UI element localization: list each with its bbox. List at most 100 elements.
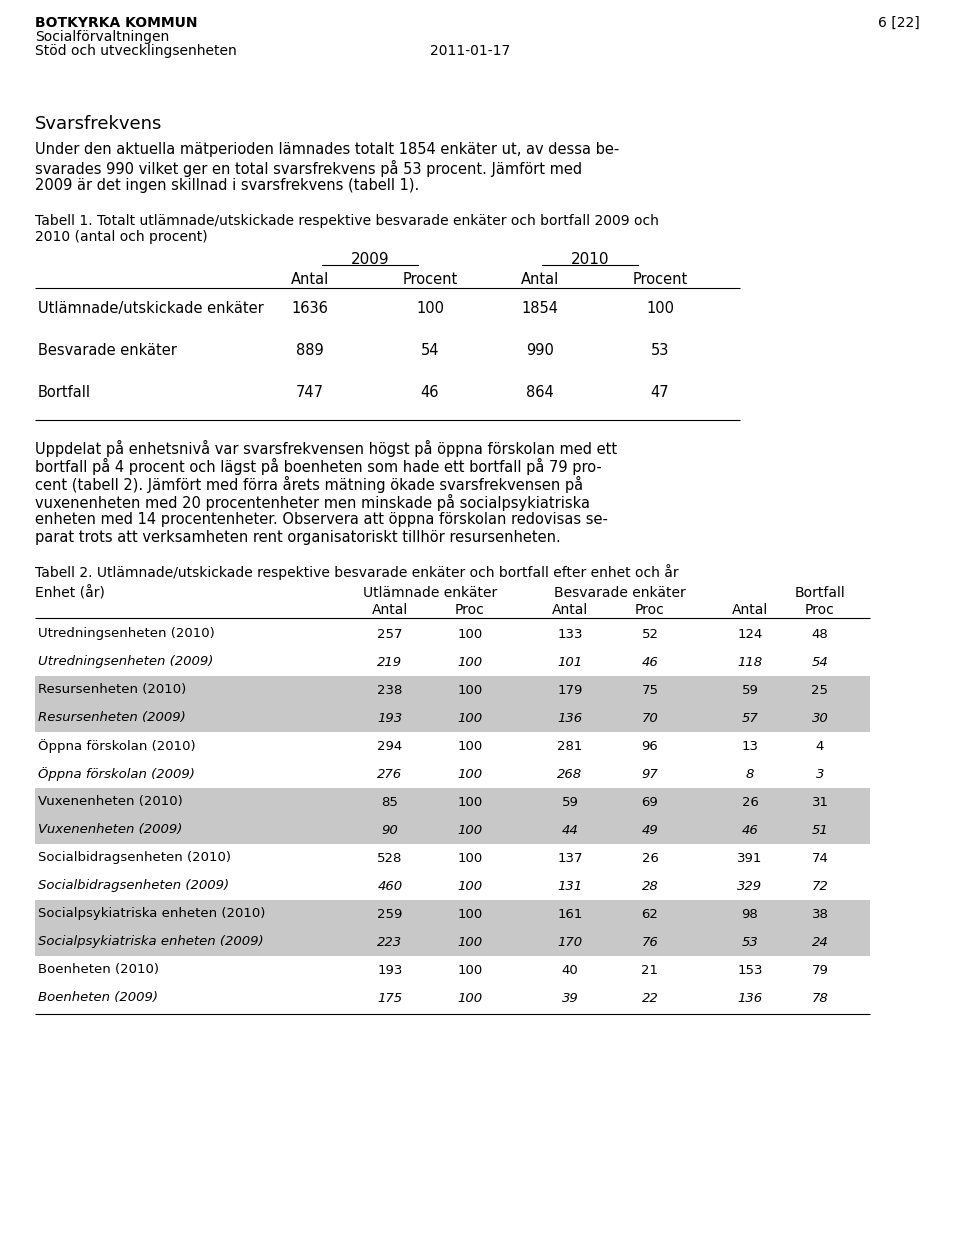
Text: 52: 52 xyxy=(641,627,659,641)
Text: Bortfall: Bortfall xyxy=(795,585,846,600)
Text: 53: 53 xyxy=(651,343,669,358)
Text: Utredningsenheten (2010): Utredningsenheten (2010) xyxy=(38,627,215,641)
Text: 2010 (antal och procent): 2010 (antal och procent) xyxy=(35,230,207,245)
Text: 223: 223 xyxy=(377,935,402,948)
Bar xyxy=(35,676,870,704)
Text: enheten med 14 procentenheter. Observera att öppna förskolan redovisas se-: enheten med 14 procentenheter. Observera… xyxy=(35,513,608,527)
Text: Boenheten (2009): Boenheten (2009) xyxy=(38,992,158,1004)
Text: 6 [22]: 6 [22] xyxy=(878,16,920,30)
Text: 391: 391 xyxy=(737,851,762,864)
Text: 49: 49 xyxy=(641,824,659,836)
Text: 329: 329 xyxy=(737,879,762,893)
Text: 100: 100 xyxy=(646,301,674,316)
Text: Svarsfrekvens: Svarsfrekvens xyxy=(35,115,162,133)
Text: 257: 257 xyxy=(377,627,403,641)
Text: 990: 990 xyxy=(526,343,554,358)
Text: 44: 44 xyxy=(562,824,578,836)
Text: Utlämnade/utskickade enkäter: Utlämnade/utskickade enkäter xyxy=(38,301,264,316)
Text: 75: 75 xyxy=(641,683,659,697)
Text: 1636: 1636 xyxy=(292,301,328,316)
Text: 170: 170 xyxy=(558,935,583,948)
Text: Besvarade enkäter: Besvarade enkäter xyxy=(554,585,685,600)
Text: 281: 281 xyxy=(558,740,583,752)
Text: 118: 118 xyxy=(737,656,762,668)
Text: 46: 46 xyxy=(742,824,758,836)
Text: Procent: Procent xyxy=(633,272,687,287)
Text: 2009 är det ingen skillnad i svarsfrekvens (tabell 1).: 2009 är det ingen skillnad i svarsfrekve… xyxy=(35,178,420,193)
Text: 8: 8 xyxy=(746,767,755,781)
Text: 26: 26 xyxy=(641,851,659,864)
Text: 124: 124 xyxy=(737,627,762,641)
Text: 100: 100 xyxy=(457,935,483,948)
Bar xyxy=(35,816,870,844)
Text: 24: 24 xyxy=(811,935,828,948)
Text: Socialbidragsenheten (2010): Socialbidragsenheten (2010) xyxy=(38,851,231,864)
Text: Enhet (år): Enhet (år) xyxy=(35,585,105,600)
Text: 137: 137 xyxy=(557,851,583,864)
Text: 889: 889 xyxy=(296,343,324,358)
Text: Socialpsykiatriska enheten (2009): Socialpsykiatriska enheten (2009) xyxy=(38,935,264,948)
Text: 864: 864 xyxy=(526,385,554,400)
Bar xyxy=(35,900,870,927)
Text: 85: 85 xyxy=(381,795,398,809)
Text: 46: 46 xyxy=(420,385,440,400)
Text: Under den aktuella mätperioden lämnades totalt 1854 enkäter ut, av dessa be-: Under den aktuella mätperioden lämnades … xyxy=(35,142,619,157)
Text: Proc: Proc xyxy=(805,603,835,618)
Text: 179: 179 xyxy=(558,683,583,697)
Text: 59: 59 xyxy=(562,795,579,809)
Text: 100: 100 xyxy=(457,992,483,1004)
Text: cent (tabell 2). Jämfört med förra årets mätning ökade svarsfrekvensen på: cent (tabell 2). Jämfört med förra årets… xyxy=(35,475,583,493)
Text: 2011-01-17: 2011-01-17 xyxy=(430,44,511,58)
Text: 54: 54 xyxy=(420,343,440,358)
Text: Proc: Proc xyxy=(636,603,665,618)
Text: 747: 747 xyxy=(296,385,324,400)
Text: 54: 54 xyxy=(811,656,828,668)
Bar xyxy=(35,704,870,732)
Text: 100: 100 xyxy=(457,627,483,641)
Text: Antal: Antal xyxy=(552,603,588,618)
Text: 100: 100 xyxy=(457,795,483,809)
Text: 76: 76 xyxy=(641,935,659,948)
Text: 528: 528 xyxy=(377,851,402,864)
Text: 100: 100 xyxy=(457,656,483,668)
Text: Vuxenenheten (2010): Vuxenenheten (2010) xyxy=(38,795,182,809)
Text: 294: 294 xyxy=(377,740,402,752)
Text: 136: 136 xyxy=(737,992,762,1004)
Text: 3: 3 xyxy=(816,767,825,781)
Text: Utlämnade enkäter: Utlämnade enkäter xyxy=(363,585,497,600)
Text: 25: 25 xyxy=(811,683,828,697)
Text: 48: 48 xyxy=(811,627,828,641)
Text: Öppna förskolan (2010): Öppna förskolan (2010) xyxy=(38,739,196,753)
Text: 193: 193 xyxy=(377,711,402,725)
Text: 100: 100 xyxy=(457,963,483,977)
Text: 53: 53 xyxy=(742,935,758,948)
Text: vuxenenheten med 20 procentenheter men minskade på socialpsykiatriska: vuxenenheten med 20 procentenheter men m… xyxy=(35,494,590,511)
Text: Resursenheten (2010): Resursenheten (2010) xyxy=(38,683,186,697)
Text: 62: 62 xyxy=(641,908,659,920)
Text: 69: 69 xyxy=(641,795,659,809)
Text: 136: 136 xyxy=(558,711,583,725)
Text: 22: 22 xyxy=(641,992,659,1004)
Text: 38: 38 xyxy=(811,908,828,920)
Text: 161: 161 xyxy=(558,908,583,920)
Text: 21: 21 xyxy=(641,963,659,977)
Text: 57: 57 xyxy=(742,711,758,725)
Bar xyxy=(35,788,870,816)
Text: Antal: Antal xyxy=(521,272,559,287)
Text: 100: 100 xyxy=(457,851,483,864)
Text: 97: 97 xyxy=(641,767,659,781)
Text: Tabell 1. Totalt utlämnade/utskickade respektive besvarade enkäter och bortfall : Tabell 1. Totalt utlämnade/utskickade re… xyxy=(35,214,659,228)
Text: 59: 59 xyxy=(741,683,758,697)
Text: 259: 259 xyxy=(377,908,402,920)
Text: Socialbidragsenheten (2009): Socialbidragsenheten (2009) xyxy=(38,879,229,893)
Text: 100: 100 xyxy=(457,767,483,781)
Text: 153: 153 xyxy=(737,963,763,977)
Text: Socialförvaltningen: Socialförvaltningen xyxy=(35,30,169,44)
Text: 1854: 1854 xyxy=(521,301,559,316)
Text: 31: 31 xyxy=(811,795,828,809)
Text: Uppdelat på enhetsnivå var svarsfrekvensen högst på öppna förskolan med ett: Uppdelat på enhetsnivå var svarsfrekvens… xyxy=(35,440,617,457)
Text: 40: 40 xyxy=(562,963,578,977)
Text: 2010: 2010 xyxy=(571,252,610,267)
Text: 30: 30 xyxy=(811,711,828,725)
Text: Resursenheten (2009): Resursenheten (2009) xyxy=(38,711,185,725)
